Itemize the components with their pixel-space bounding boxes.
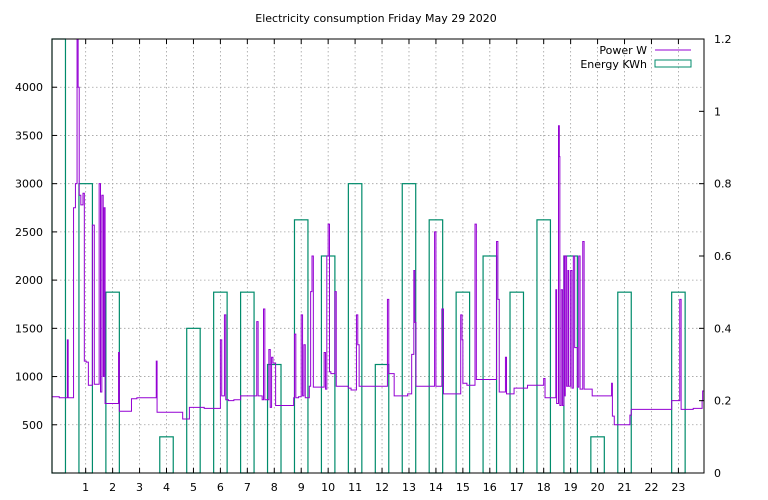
x-tick-label: 13 bbox=[402, 481, 416, 494]
left-y-axis: 500 1000 1500 2000 2500 3000 3500 4000 bbox=[15, 81, 57, 432]
left-tick-label: 2500 bbox=[15, 226, 43, 239]
x-tick-label: 16 bbox=[483, 481, 497, 494]
x-tick-label: 5 bbox=[190, 481, 197, 494]
chart-title: Electricity consumption Friday May 29 20… bbox=[255, 12, 496, 25]
left-tick-label: 3000 bbox=[15, 178, 43, 191]
x-tick-label: 8 bbox=[271, 481, 278, 494]
x-tick-label: 21 bbox=[618, 481, 632, 494]
x-tick-label: 22 bbox=[644, 481, 658, 494]
power-series bbox=[52, 38, 704, 426]
x-tick-label: 11 bbox=[348, 481, 362, 494]
left-tick-label: 2000 bbox=[15, 274, 43, 287]
x-tick-label: 9 bbox=[298, 481, 305, 494]
right-tick-label: 0.4 bbox=[714, 322, 732, 335]
x-tick-label: 2 bbox=[109, 481, 116, 494]
x-tick-label: 19 bbox=[564, 481, 578, 494]
left-tick-label: 3500 bbox=[15, 129, 43, 142]
legend-label-energy: Energy KWh bbox=[580, 58, 647, 71]
x-axis: 1 2 3 4 5 6 7 8 9 10 11 12 13 14 15 16 17 18 19 20 21 22 23 bbox=[82, 39, 685, 494]
x-tick-label: 1 bbox=[82, 481, 89, 494]
x-tick-label: 17 bbox=[510, 481, 524, 494]
energy-bar bbox=[51, 38, 67, 474]
legend-swatch-energy bbox=[654, 59, 692, 68]
right-tick-label: 1.2 bbox=[714, 33, 732, 46]
left-tick-label: 1000 bbox=[15, 371, 43, 384]
x-tick-label: 18 bbox=[537, 481, 551, 494]
x-tick-label: 10 bbox=[321, 481, 335, 494]
left-tick-label: 1500 bbox=[15, 322, 43, 335]
x-tick-label: 7 bbox=[244, 481, 251, 494]
energy-bar bbox=[374, 363, 390, 474]
plot-border bbox=[51, 38, 705, 474]
x-tick-label: 6 bbox=[217, 481, 224, 494]
legend-label-power: Power W bbox=[599, 44, 647, 57]
left-tick-label: 500 bbox=[22, 419, 43, 432]
x-tick-label: 15 bbox=[456, 481, 470, 494]
x-tick-label: 23 bbox=[671, 481, 685, 494]
right-tick-label: 0.2 bbox=[714, 395, 732, 408]
left-tick-label: 4000 bbox=[15, 81, 43, 94]
right-tick-label: 0.8 bbox=[714, 178, 732, 191]
energy-bar bbox=[266, 363, 282, 474]
x-tick-label: 3 bbox=[136, 481, 143, 494]
x-tick-label: 4 bbox=[163, 481, 170, 494]
right-tick-label: 0.6 bbox=[714, 250, 732, 263]
legend: Power W Energy KWh bbox=[580, 44, 692, 71]
x-tick-label: 20 bbox=[591, 481, 605, 494]
power-line-path bbox=[52, 38, 704, 426]
right-y-axis: 0 0.2 0.4 0.6 0.8 1 1.2 bbox=[699, 33, 732, 480]
x-tick-label: 14 bbox=[429, 481, 443, 494]
grid bbox=[52, 39, 704, 473]
x-tick-label: 12 bbox=[375, 481, 389, 494]
right-tick-label: 1 bbox=[714, 105, 721, 118]
energy-series bbox=[51, 38, 686, 474]
right-tick-label: 0 bbox=[714, 467, 721, 480]
